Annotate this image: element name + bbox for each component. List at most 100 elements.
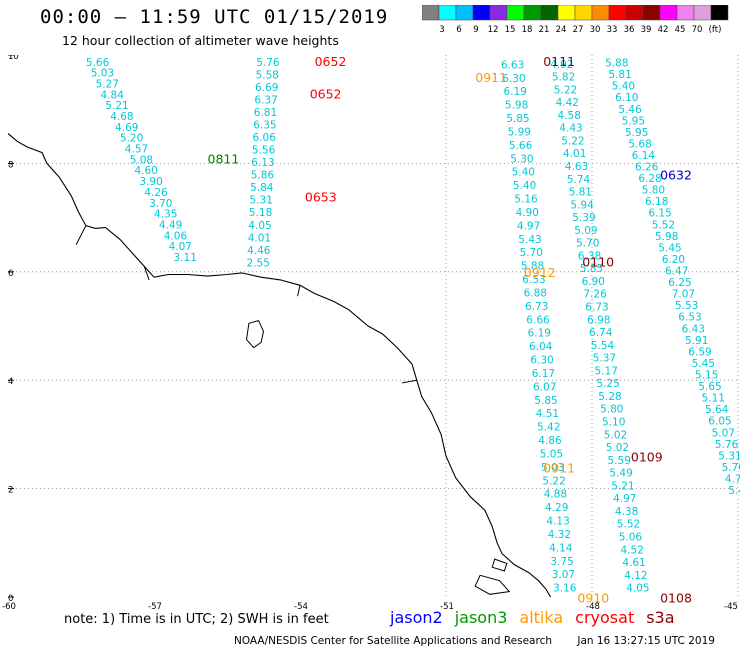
colorbar-label: 21 [539,25,550,35]
wave-height-value: 4.38 [615,506,638,518]
colorbar-swatch [642,5,661,21]
colorbar-swatch [523,5,542,21]
mission-cryosat: cryosat [575,608,635,627]
wave-height-value: 6.74 [589,327,613,339]
x-tick-label: -45 [724,602,738,612]
wave-height-value: 6.73 [585,302,608,314]
y-tick-label: 4 [8,377,13,387]
colorbar-swatch [472,5,491,21]
wave-height-value: 6.53 [678,312,701,324]
wave-height-value: 4.86 [538,435,562,447]
wave-height-value: 4.14 [549,542,573,554]
wave-height-value: 4.01 [248,232,271,244]
wave-height-value: 3.90 [139,176,162,188]
wave-height-value: 2.55 [247,257,270,269]
colorbar-swatch [693,5,712,21]
wave-height-value: 5.53 [675,300,698,312]
wave-height-value: 6.06 [253,132,277,144]
track-time-label: 0911 [543,460,575,475]
wave-height-value: 5.46 [618,104,642,116]
river-line [143,266,150,281]
wave-height-value: 5.66 [86,57,110,69]
colorbar-swatch [438,5,457,21]
wave-height-value: 5.08 [130,154,153,166]
coastline [8,133,552,598]
wave-height-value: 5.98 [505,100,528,112]
wave-height-value: 4.29 [545,502,568,514]
x-tick-label: -48 [586,602,600,612]
wave-height-value: 5.21 [105,100,128,112]
wave-height-value: 4.69 [115,122,138,134]
wave-height-value: 4.63 [565,161,588,173]
wave-height-value: 5.22 [561,135,584,147]
colorbar-label: 18 [522,25,533,35]
wave-height-value: 5.88 [521,261,544,273]
mission-altika: altika [519,608,564,627]
colorbar-label: 33 [607,25,618,35]
wave-height-value: 5.27 [96,79,119,91]
wave-height-value: 5.88 [605,58,628,70]
colorbar-swatch [557,5,576,21]
wave-height-value: 5.85 [506,113,529,125]
wave-height-value: 5.28 [598,391,621,403]
wave-height-value: 4.01 [563,148,586,160]
wave-height-value: 5.39 [572,212,595,224]
wave-height-value: 4.43 [559,123,582,135]
wave-height-value: 7.26 [583,289,607,301]
wave-height-value: 5.49 [609,468,632,480]
wave-height-value: 6.25 [668,277,691,289]
wave-height-value: 6.20 [662,254,685,266]
wave-height-value: 6.66 [526,314,550,326]
colorbar-swatch [676,5,695,21]
wave-height-value: 6.35 [253,120,276,132]
colorbar-swatch [506,5,525,21]
track-time-label: 0109 [631,450,663,465]
wave-height-value: 5.54 [591,340,615,352]
x-tick-label: -54 [294,602,308,612]
wave-height-value: 5.22 [554,84,577,96]
colorbar-swatch [574,5,593,21]
wave-height-value: 4.78 [725,474,740,486]
wave-height-value: 6.63 [501,59,524,71]
wave-height-value: 4.52 [621,544,644,556]
track-time-label: 0910 [577,590,609,605]
track-time-label: 0108 [660,590,692,605]
track-time-label: 0652 [310,86,342,101]
wave-height-value: 6.05 [708,416,731,428]
wave-height-value: 5.85 [580,263,603,275]
track-time-label: 0632 [660,168,692,183]
wave-height-value: 5.37 [593,353,616,365]
wave-height-value: 5.21 [611,480,634,492]
wave-height-value: 4.88 [544,489,567,501]
wave-height-value: 4.68 [110,111,133,123]
wave-height-value: 5.52 [652,219,675,231]
wave-height-value: 5.52 [617,519,640,531]
wave-height-value: 6.19 [504,86,527,98]
track-time-label: 0912 [524,265,556,280]
wave-height-value: 5.40 [602,55,625,58]
colorbar-swatch [710,5,729,21]
wave-height-value: 6.81 [254,107,277,119]
wave-height-value: 5.43 [518,234,541,246]
wave-height-value: 5.06 [619,532,643,544]
river-line [75,225,87,245]
x-tick-label: -51 [440,602,454,612]
island [474,574,511,595]
wave-height-value: 5.30 [510,153,533,165]
wave-height-value: 4.05 [248,220,271,232]
colorbar-label: 27 [573,25,584,35]
wave-height-value: 5.40 [512,167,535,179]
wave-height-value: 6.43 [682,323,705,335]
wave-height-value: 6.19 [528,328,551,340]
wave-height-value: 5.42 [537,422,560,434]
wave-height-value: 5.03 [541,462,564,474]
track-time-label: 0911 [475,70,507,85]
wave-height-value: 5.91 [685,335,708,347]
wave-height-value: 6.88 [524,288,547,300]
wave-height-value: 5.84 [250,182,274,194]
mission-s3a: s3a [646,608,675,627]
wave-height-value: 6.47 [665,266,688,278]
wave-height-map[interactable]: 02468104.625.665.035.274.845.214.684.695… [8,55,740,607]
wave-height-value: 5.76 [715,439,739,451]
colorbar-label: 36 [624,25,635,35]
